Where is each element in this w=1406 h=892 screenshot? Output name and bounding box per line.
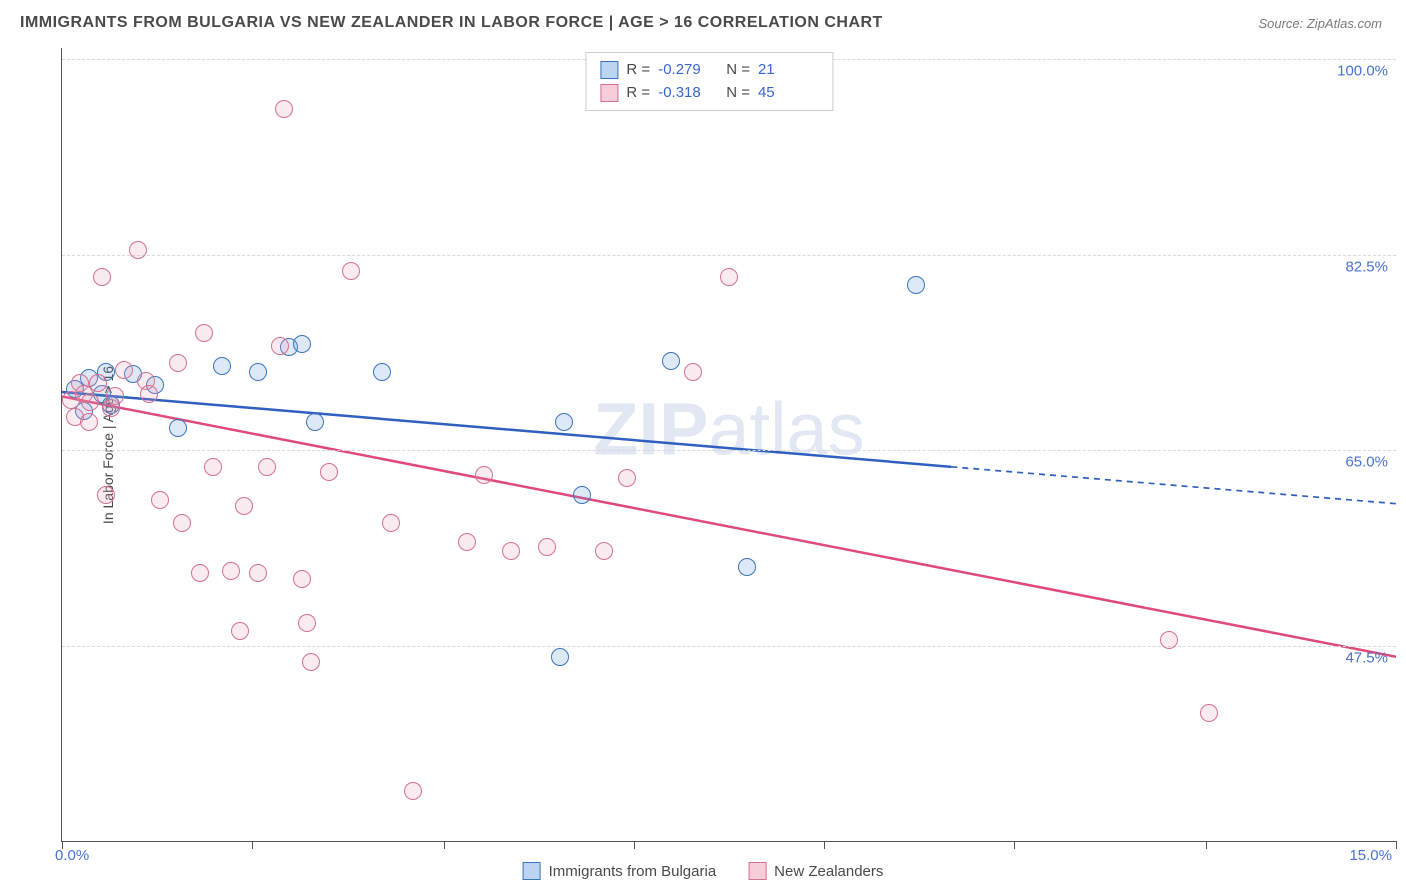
y-tick-label: 65.0% <box>1345 454 1388 471</box>
data-point-newzealand <box>106 387 124 405</box>
data-point-bulgaria <box>306 413 324 431</box>
r-label: R = <box>626 59 650 82</box>
trend-line-ext-bulgaria <box>951 467 1396 504</box>
data-point-newzealand <box>320 463 338 481</box>
data-point-newzealand <box>222 562 240 580</box>
n-label: N = <box>726 59 750 82</box>
data-point-newzealand <box>195 324 213 342</box>
data-point-newzealand <box>129 241 147 259</box>
data-point-newzealand <box>93 268 111 286</box>
r-value-bulgaria: -0.279 <box>658 59 718 82</box>
legend-row-bulgaria: R = -0.279 N = 21 <box>600 59 818 82</box>
x-tick <box>634 841 635 849</box>
data-point-newzealand <box>458 533 476 551</box>
chart-header: IMMIGRANTS FROM BULGARIA VS NEW ZEALANDE… <box>0 0 1406 42</box>
x-tick <box>1396 841 1397 849</box>
legend-row-newzealand: R = -0.318 N = 45 <box>600 82 818 105</box>
series-legend: Immigrants from Bulgaria New Zealanders <box>523 862 884 880</box>
data-point-newzealand <box>151 491 169 509</box>
gridline <box>62 646 1396 647</box>
chart-title: IMMIGRANTS FROM BULGARIA VS NEW ZEALANDE… <box>20 14 883 32</box>
data-point-newzealand <box>618 469 636 487</box>
data-point-bulgaria <box>169 419 187 437</box>
swatch-bulgaria <box>600 61 618 79</box>
data-point-newzealand <box>382 514 400 532</box>
legend-item-bulgaria: Immigrants from Bulgaria <box>523 862 717 880</box>
data-point-newzealand <box>80 413 98 431</box>
n-value-bulgaria: 21 <box>758 59 818 82</box>
r-value-newzealand: -0.318 <box>658 82 718 105</box>
data-point-newzealand <box>89 374 107 392</box>
swatch-newzealand <box>600 84 618 102</box>
data-point-bulgaria <box>293 335 311 353</box>
y-tick-label: 47.5% <box>1345 649 1388 666</box>
legend-label-newzealand: New Zealanders <box>774 863 883 880</box>
n-value-newzealand: 45 <box>758 82 818 105</box>
watermark: ZIPatlas <box>593 386 864 471</box>
legend-label-bulgaria: Immigrants from Bulgaria <box>549 863 717 880</box>
data-point-bulgaria <box>573 486 591 504</box>
data-point-newzealand <box>298 614 316 632</box>
data-point-bulgaria <box>373 363 391 381</box>
swatch-bulgaria-bottom <box>523 862 541 880</box>
x-tick <box>1206 841 1207 849</box>
data-point-newzealand <box>97 486 115 504</box>
data-point-newzealand <box>140 385 158 403</box>
x-axis-label-max: 15.0% <box>1349 847 1392 864</box>
data-point-newzealand <box>275 100 293 118</box>
trend-lines <box>62 48 1396 841</box>
data-point-bulgaria <box>738 558 756 576</box>
x-tick <box>444 841 445 849</box>
data-point-newzealand <box>115 361 133 379</box>
data-point-newzealand <box>249 564 267 582</box>
data-point-newzealand <box>235 497 253 515</box>
y-tick-label: 82.5% <box>1345 258 1388 275</box>
x-tick <box>824 841 825 849</box>
data-point-newzealand <box>1200 704 1218 722</box>
data-point-newzealand <box>684 363 702 381</box>
n-label: N = <box>726 82 750 105</box>
data-point-newzealand <box>404 782 422 800</box>
data-point-bulgaria <box>555 413 573 431</box>
data-point-bulgaria <box>249 363 267 381</box>
trend-line-bulgaria <box>62 392 951 467</box>
chart-source: Source: ZipAtlas.com <box>1258 16 1382 31</box>
swatch-newzealand-bottom <box>748 862 766 880</box>
legend-item-newzealand: New Zealanders <box>748 862 883 880</box>
data-point-newzealand <box>302 653 320 671</box>
correlation-legend: R = -0.279 N = 21 R = -0.318 N = 45 <box>585 52 833 111</box>
data-point-newzealand <box>81 393 99 411</box>
trend-line-newzealand <box>62 396 1396 656</box>
data-point-newzealand <box>231 622 249 640</box>
data-point-newzealand <box>258 458 276 476</box>
plot-area: ZIPatlas R = -0.279 N = 21 R = -0.318 N … <box>61 48 1396 842</box>
data-point-newzealand <box>293 570 311 588</box>
gridline <box>62 450 1396 451</box>
data-point-newzealand <box>342 262 360 280</box>
x-axis-label-min: 0.0% <box>55 847 89 864</box>
data-point-newzealand <box>1160 631 1178 649</box>
data-point-newzealand <box>169 354 187 372</box>
x-tick <box>252 841 253 849</box>
chart-container: In Labor Force | Age > 16 ZIPatlas R = -… <box>35 48 1396 842</box>
gridline <box>62 255 1396 256</box>
data-point-bulgaria <box>551 648 569 666</box>
data-point-bulgaria <box>213 357 231 375</box>
data-point-newzealand <box>204 458 222 476</box>
data-point-newzealand <box>595 542 613 560</box>
data-point-newzealand <box>173 514 191 532</box>
x-tick <box>1014 841 1015 849</box>
data-point-newzealand <box>502 542 520 560</box>
y-tick-label: 100.0% <box>1337 63 1388 80</box>
data-point-newzealand <box>720 268 738 286</box>
data-point-newzealand <box>191 564 209 582</box>
data-point-newzealand <box>538 538 556 556</box>
data-point-bulgaria <box>907 276 925 294</box>
data-point-newzealand <box>271 337 289 355</box>
r-label: R = <box>626 82 650 105</box>
data-point-newzealand <box>475 466 493 484</box>
data-point-bulgaria <box>662 352 680 370</box>
